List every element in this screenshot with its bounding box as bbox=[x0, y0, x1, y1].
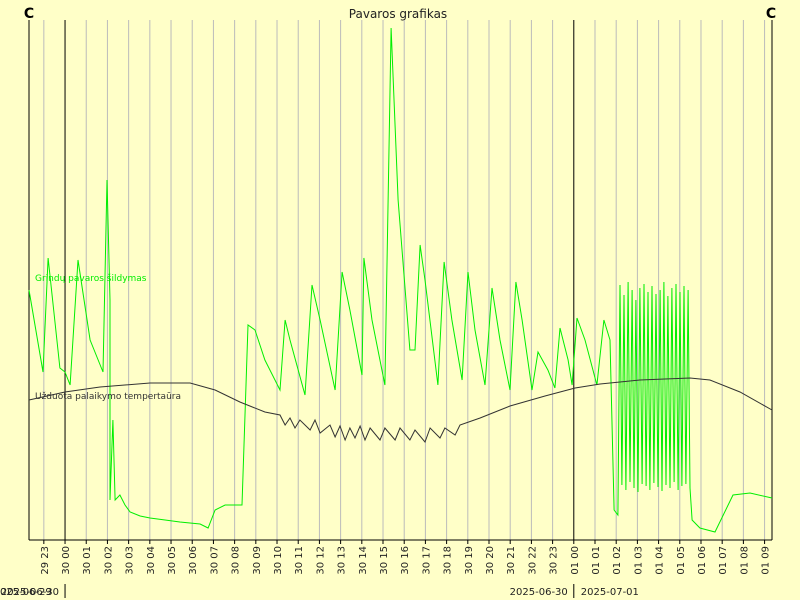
x-tick-label: 01 05 bbox=[676, 546, 687, 575]
chart-title: Pavaros grafikas bbox=[349, 7, 447, 21]
date-label: 2025-06-30 bbox=[510, 587, 568, 598]
line-series bbox=[28, 377, 773, 443]
x-tick-label: 30 14 bbox=[358, 546, 369, 575]
x-tick-label: 01 09 bbox=[761, 546, 772, 575]
x-tick-label: 30 06 bbox=[188, 546, 199, 575]
x-tick-label: 30 08 bbox=[231, 546, 242, 575]
legend-label: Užduota palaikymo tempertaūra bbox=[35, 392, 181, 402]
x-tick-label: 30 00 bbox=[61, 546, 72, 575]
x-tick-label: 01 01 bbox=[591, 546, 602, 575]
corner-label: C bbox=[24, 6, 34, 22]
x-tick-label: 01 03 bbox=[633, 546, 644, 575]
x-tick-label: 30 15 bbox=[379, 546, 390, 575]
x-tick-label: 30 17 bbox=[421, 546, 432, 575]
x-tick-label: 01 08 bbox=[739, 546, 750, 575]
x-tick-label: 30 05 bbox=[167, 546, 178, 575]
date-label: 2025-06-30 bbox=[1, 587, 59, 598]
x-tick-label: 30 07 bbox=[209, 546, 220, 575]
x-tick-label: 30 19 bbox=[464, 546, 475, 575]
x-tick-label: 30 04 bbox=[146, 546, 157, 575]
legend-label: Grindų pavaros šildymas bbox=[35, 273, 147, 284]
x-tick-label: 30 03 bbox=[125, 546, 136, 575]
date-label: 025-06-29 bbox=[0, 587, 52, 598]
x-tick-label: 30 13 bbox=[337, 546, 348, 575]
corner-label: C bbox=[766, 6, 776, 22]
x-tick-label: 30 16 bbox=[400, 546, 411, 575]
x-tick-label: 30 09 bbox=[252, 546, 263, 575]
x-tick-label: 01 07 bbox=[718, 546, 729, 575]
x-tick-label: 30 20 bbox=[485, 546, 496, 575]
x-tick-label: 30 22 bbox=[527, 546, 538, 575]
x-tick-label: 30 23 bbox=[549, 546, 560, 575]
x-tick-label: 29 23 bbox=[40, 546, 51, 575]
x-tick-label: 30 11 bbox=[294, 546, 305, 575]
date-label: 2025-07-01 bbox=[581, 587, 639, 598]
x-tick-label: 30 02 bbox=[103, 546, 114, 575]
x-tick-label: 30 01 bbox=[82, 546, 93, 575]
x-tick-label: 01 06 bbox=[697, 546, 708, 575]
x-tick-label: 30 21 bbox=[506, 546, 517, 575]
x-tick-label: 01 00 bbox=[570, 546, 581, 575]
x-tick-label: 01 02 bbox=[612, 546, 623, 575]
x-tick-label: 30 10 bbox=[273, 546, 284, 575]
x-tick-label: 30 12 bbox=[315, 546, 326, 575]
x-tick-label: 01 04 bbox=[655, 546, 666, 575]
x-tick-label: 30 18 bbox=[443, 546, 454, 575]
line-series bbox=[28, 27, 773, 533]
